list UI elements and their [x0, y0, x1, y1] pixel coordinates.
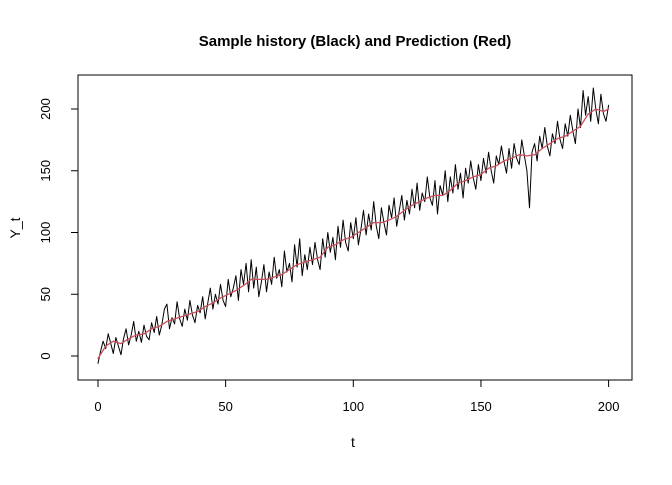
y-axis-label: Y_t [7, 217, 23, 238]
prediction-line [97, 108, 610, 360]
x-axis-label: t [351, 434, 355, 450]
chart-title: Sample history (Black) and Prediction (R… [199, 33, 512, 50]
x-tick-label: 150 [470, 399, 492, 414]
axis-ticks-layer: 0 50 100 150 200 0 50 100 150 200 [38, 98, 619, 414]
y-tick-label: 50 [38, 287, 53, 301]
plot-frame [77, 74, 633, 381]
x-tick-label: 200 [598, 399, 620, 414]
y-tick-label: 150 [38, 160, 53, 182]
x-tick-label: 0 [94, 399, 101, 414]
y-tick-label: 0 [38, 352, 53, 359]
y-tick-label: 200 [38, 98, 53, 120]
x-tick-label: 50 [218, 399, 232, 414]
y-tick-label: 100 [38, 222, 53, 244]
data-series-layer [97, 87, 610, 364]
x-tick-label: 100 [342, 399, 364, 414]
history-line [97, 87, 610, 364]
